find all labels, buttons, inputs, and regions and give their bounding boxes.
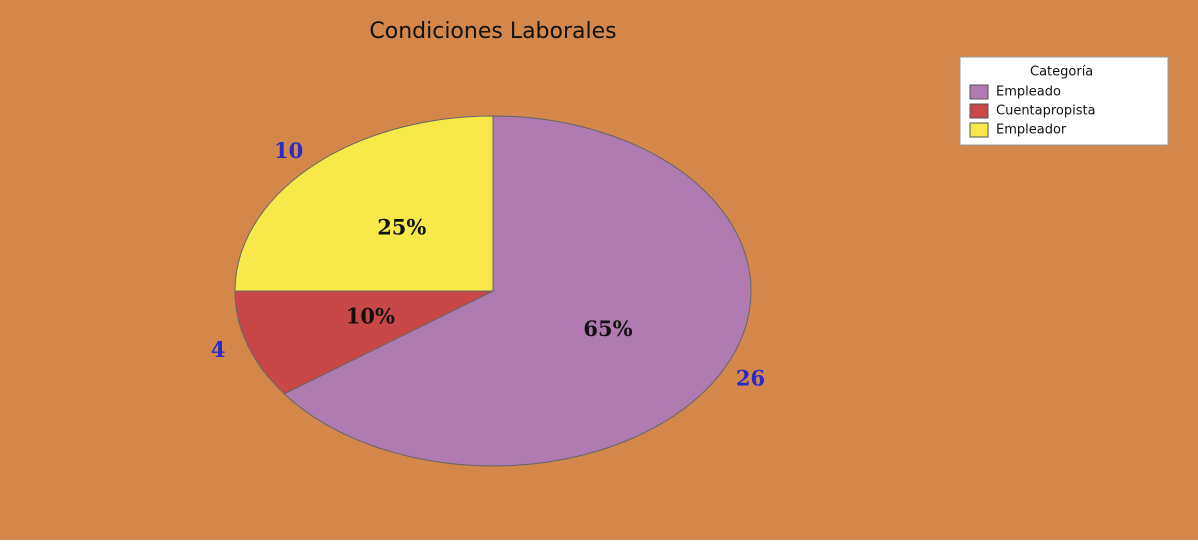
- percentage-label: 10%: [346, 304, 395, 329]
- count-label: 26: [736, 365, 765, 390]
- chart-title: Condiciones Laborales: [369, 19, 616, 44]
- legend-box: [959, 56, 1169, 146]
- legend-label: Empleador: [996, 123, 1067, 138]
- legend-title: Categoría: [1030, 65, 1093, 80]
- count-label: 4: [211, 337, 226, 362]
- pie-slice: [234, 290, 494, 395]
- pie-slice: [283, 115, 752, 467]
- count-label: 10: [274, 138, 303, 163]
- legend-swatch: [969, 103, 989, 119]
- percentage-label: 65%: [583, 316, 632, 341]
- legend-swatch: [969, 122, 989, 138]
- legend-label: Cuentapropista: [996, 104, 1096, 119]
- pie-slice: [234, 115, 494, 292]
- legend-swatch: [969, 84, 989, 100]
- percentage-label: 25%: [377, 215, 426, 240]
- legend-label: Empleado: [996, 85, 1061, 100]
